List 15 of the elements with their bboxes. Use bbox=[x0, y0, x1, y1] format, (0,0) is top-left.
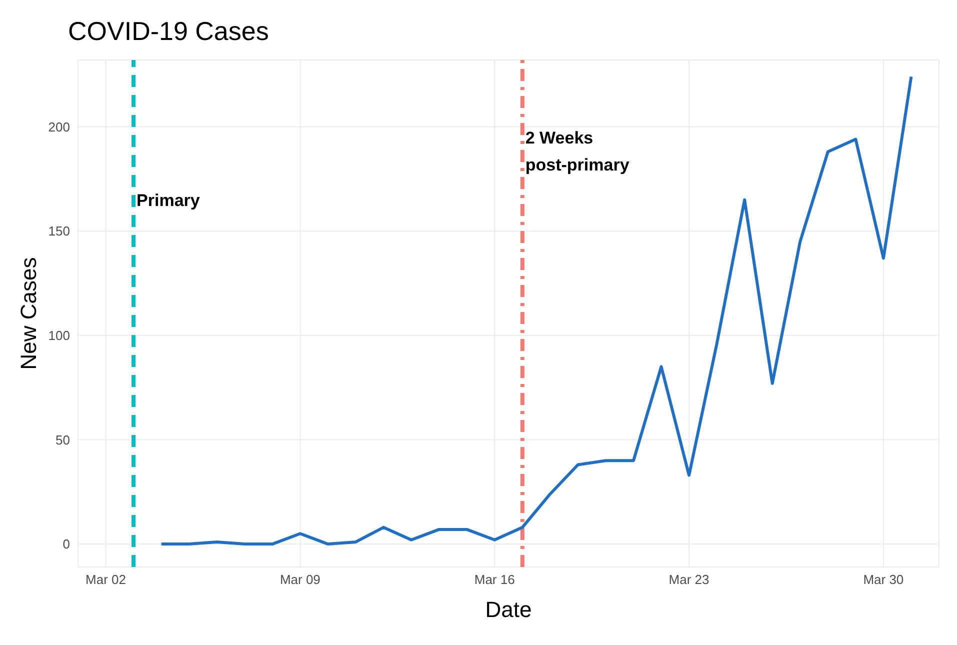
y-tick-label: 150 bbox=[48, 224, 70, 239]
annotation: Primary bbox=[136, 191, 200, 210]
y-tick-label: 100 bbox=[48, 328, 70, 344]
x-tick-label: Mar 09 bbox=[280, 572, 320, 588]
y-tick-label: 200 bbox=[48, 119, 70, 134]
x-axis-title: Date bbox=[485, 597, 532, 622]
x-tick-label: Mar 23 bbox=[668, 572, 710, 588]
y-axis-title: New Cases bbox=[16, 257, 41, 370]
y-tick-label: 0 bbox=[62, 536, 70, 552]
y-tick-label: 50 bbox=[56, 432, 70, 448]
x-tick-label: Mar 16 bbox=[474, 572, 515, 588]
annotation: 2 Weeks post-primary bbox=[525, 128, 630, 174]
chart-title: COVID-19 Cases bbox=[68, 16, 269, 47]
x-tick-label: Mar 02 bbox=[86, 572, 126, 588]
x-tick-label: Mar 30 bbox=[863, 572, 904, 588]
